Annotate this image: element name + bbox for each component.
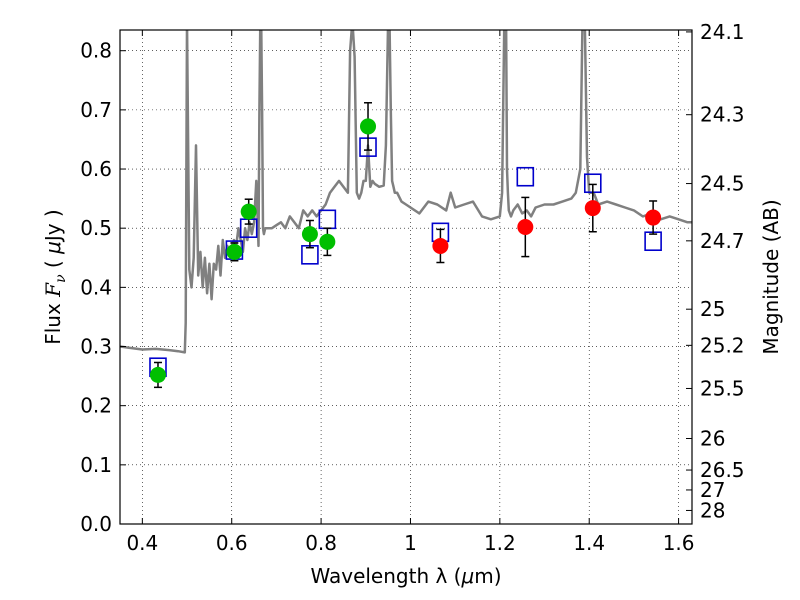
optical-photometry-point: [149, 366, 166, 383]
y-axis-label: Flux Fν ( μJy ): [41, 209, 69, 345]
mag-tick-label: 25.2: [700, 333, 745, 357]
y2-axis-label: Magnitude (AB): [759, 199, 783, 354]
x-tick-label: 1.2: [484, 531, 516, 555]
x-tick-label: 1: [404, 531, 417, 555]
nir-photometry-point: [645, 209, 662, 226]
x-tick-label: 0.4: [126, 531, 158, 555]
nir-photometry-point: [584, 200, 601, 217]
mag-tick-label: 26.5: [700, 458, 745, 482]
plot-frame: [119, 29, 693, 525]
mag-tick-label: 24.3: [700, 103, 745, 127]
x-tick-label: 0.6: [216, 531, 248, 555]
y-tick-label: 0.1: [80, 453, 112, 477]
y-tick-label: 0.7: [80, 98, 112, 122]
mag-tick-label: 25.5: [700, 376, 745, 400]
y-tick-label: 0.3: [80, 335, 112, 359]
y-tick-label: 0.8: [80, 39, 112, 63]
y-tick-label: 0.0: [80, 512, 112, 536]
plot-area: [120, 30, 692, 524]
mag-tick-label: 24.7: [700, 229, 745, 253]
mag-tick-label: 26: [700, 426, 725, 450]
optical-photometry-point: [301, 226, 318, 243]
y-tick-label: 0.2: [80, 394, 112, 418]
nir-photometry-point: [517, 219, 534, 236]
axes-group: 0.4 0.6 0.8 1 1.2 1.4 1.6 0.0 0.1 0.2 0.3 0.4 0.5 0.6…: [80, 20, 744, 555]
mag-tick-label: 24.1: [700, 20, 745, 44]
x-tick-label: 0.8: [305, 531, 337, 555]
nir-photometry-point: [432, 237, 449, 254]
y-tick-label: 0.5: [80, 216, 112, 240]
model-spectrum-group: [120, 30, 692, 354]
model-spectrum-line: [120, 30, 692, 354]
optical-photometry-point: [240, 203, 257, 220]
optical-photometry-point: [319, 233, 336, 250]
y-tick-label: 0.6: [80, 157, 112, 181]
mag-tick-label: 28: [700, 498, 725, 522]
x-tick-label: 1.4: [573, 531, 605, 555]
data-points-group: [149, 102, 662, 389]
mag-tick-label: 24.5: [700, 172, 745, 196]
model-photometry-square: [516, 166, 535, 187]
optical-photometry-point: [360, 118, 377, 135]
x-axis-label: Wavelength λ (μm): [310, 564, 501, 588]
optical-photometry-point: [226, 243, 243, 260]
x-tick-label: 1.6: [663, 531, 695, 555]
mag-tick-label: 25: [700, 297, 725, 321]
mag-tick-label: 27: [700, 478, 725, 502]
y-tick-label: 0.4: [80, 275, 112, 299]
